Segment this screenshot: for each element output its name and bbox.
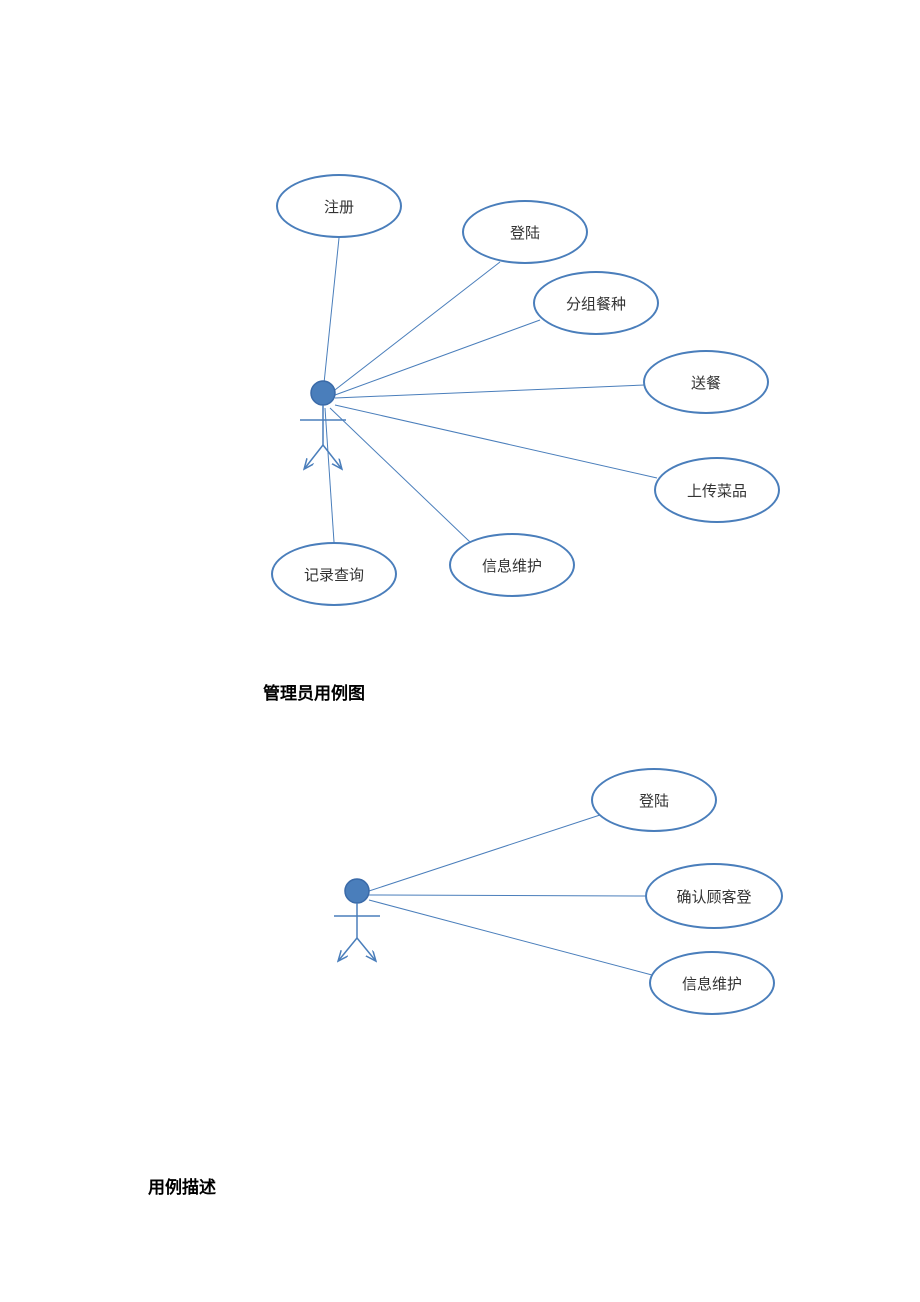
svg-overlay [0,0,920,1302]
usecase-label-deliver: 送餐 [691,372,721,393]
usecase-deliver: 送餐 [643,350,769,414]
usecase-label-record-query: 记录查询 [304,564,364,585]
usecase-confirm-customer: 确认顾客登 [645,863,783,929]
usecase-info-maintain2: 信息维护 [649,951,775,1015]
usecase-label-info-maintain2: 信息维护 [682,973,742,994]
diagram2-actor [334,879,380,960]
diagram-canvas: 注册登陆分组餐种送餐上传菜品信息维护记录查询 登陆确认顾客登信息维护 管理员用例… [0,0,920,1302]
usecase-info-maintain: 信息维护 [449,533,575,597]
usecase-login2: 登陆 [591,768,717,832]
usecase-label-login2: 登陆 [639,790,669,811]
usecase-label-login: 登陆 [510,222,540,243]
usecase-label-info-maintain: 信息维护 [482,555,542,576]
usecase-register: 注册 [276,174,402,238]
usecase-label-upload-dish: 上传菜品 [687,480,747,501]
usecase-upload-dish: 上传菜品 [654,457,780,523]
section-title-admin: 管理员用例图 [263,679,365,704]
usecase-label-confirm-customer: 确认顾客登 [676,886,751,907]
usecase-group-meal: 分组餐种 [533,271,659,335]
usecase-login: 登陆 [462,200,588,264]
section-title-usecase-desc: 用例描述 [148,1173,216,1198]
usecase-label-group-meal: 分组餐种 [566,293,626,314]
usecase-label-register: 注册 [324,196,354,217]
diagram1-actor [300,381,346,468]
diagram2-edges [369,815,652,975]
usecase-record-query: 记录查询 [271,542,397,606]
